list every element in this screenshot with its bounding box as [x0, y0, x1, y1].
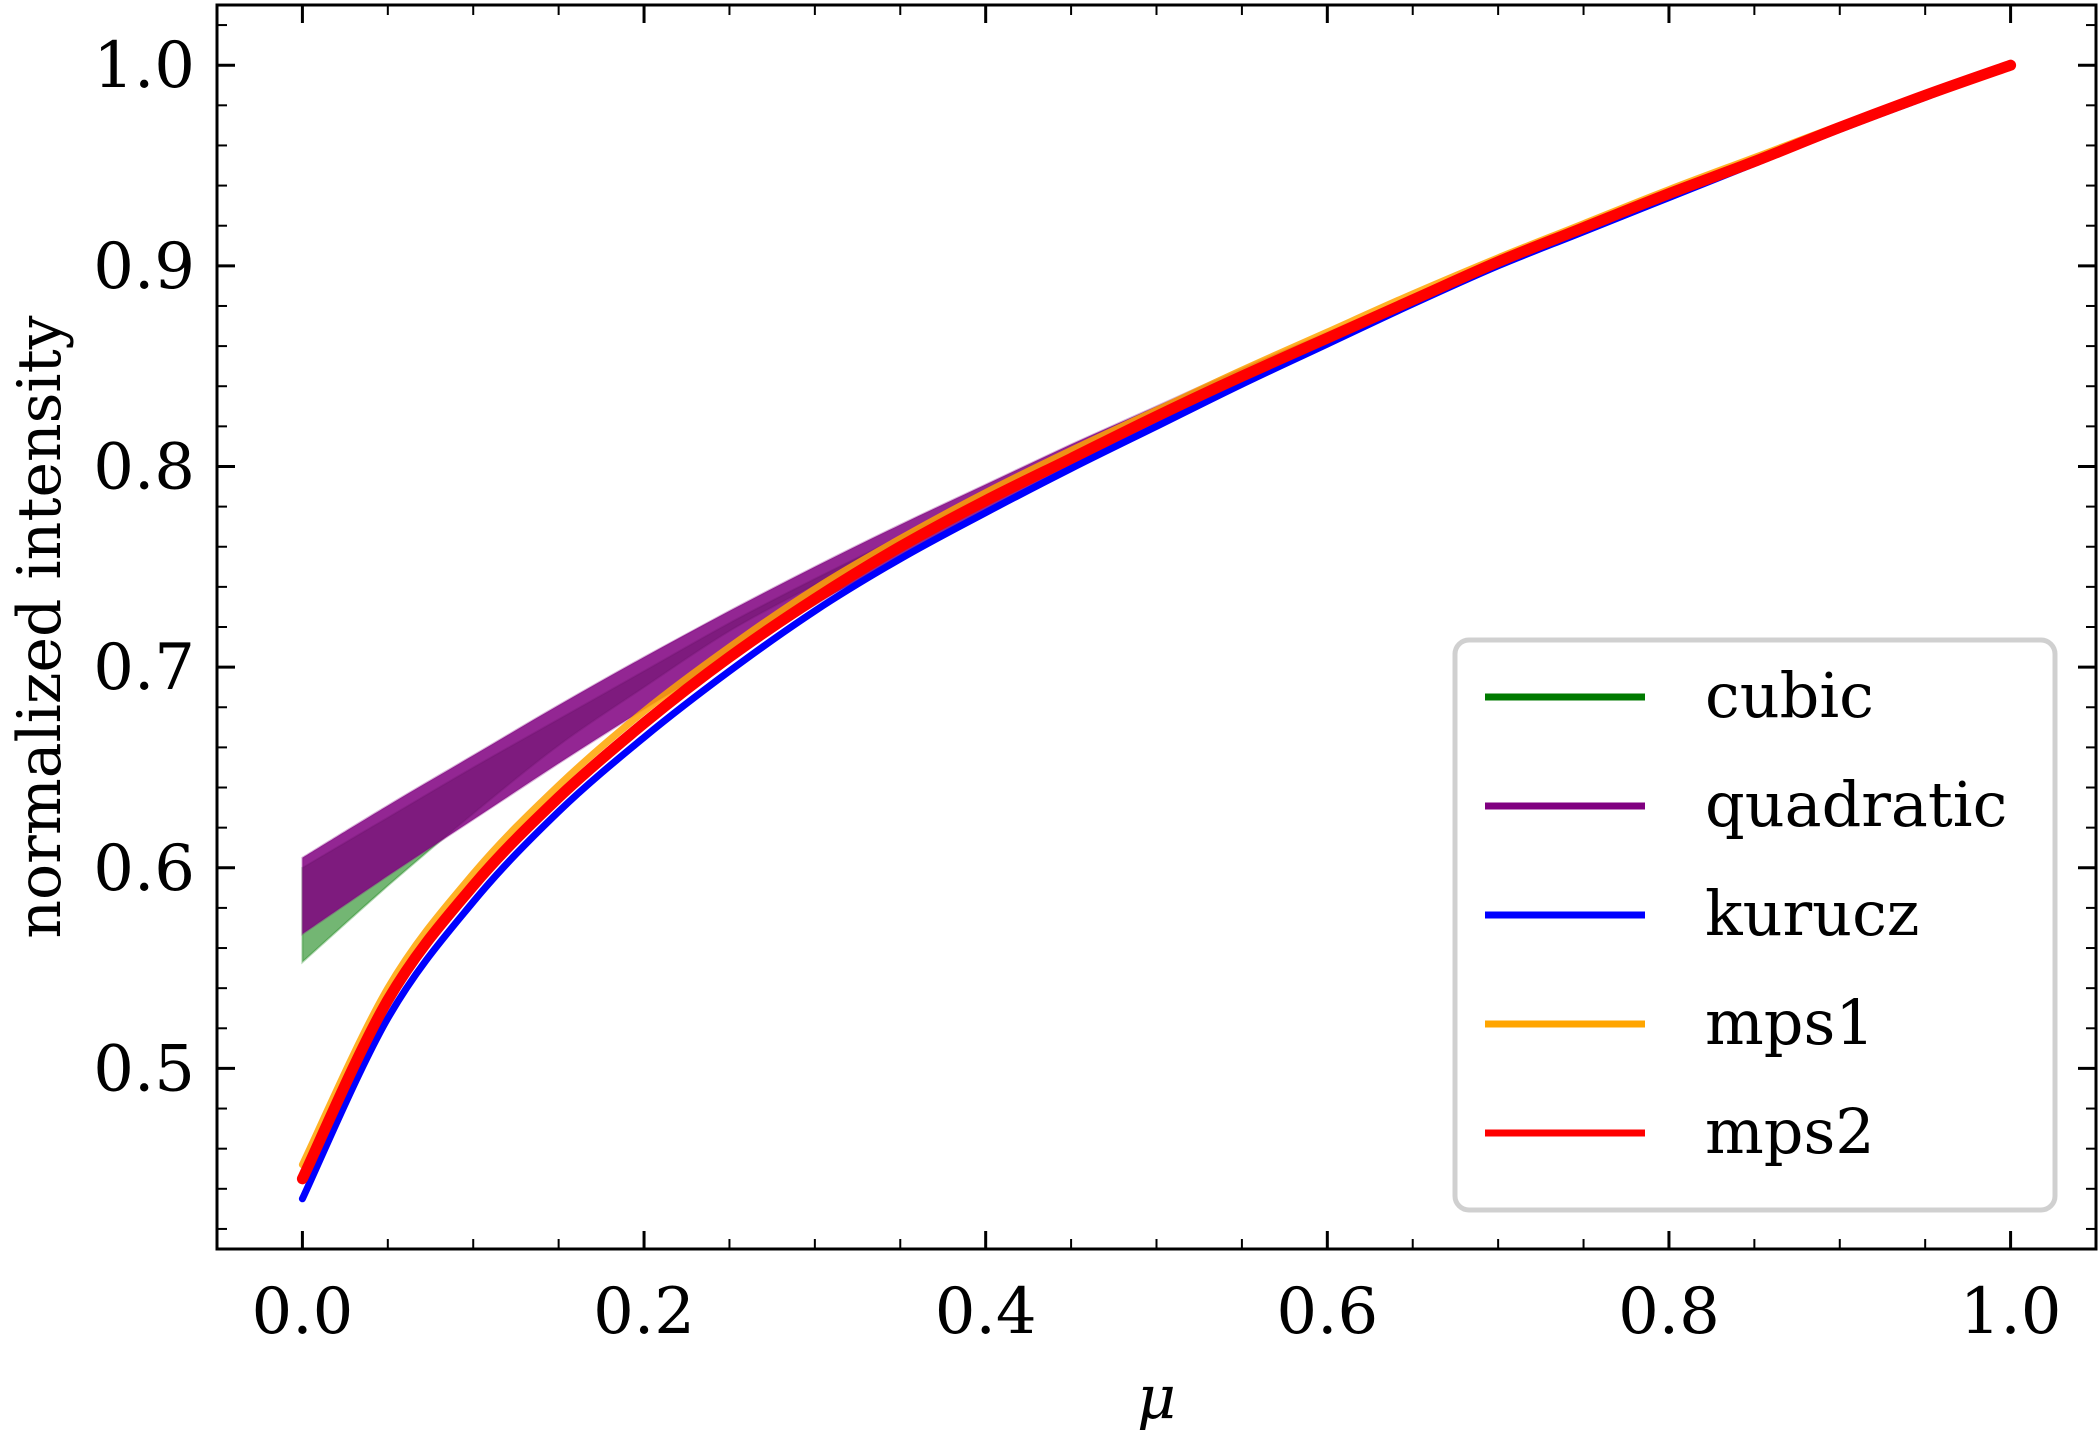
- legend-label-kurucz: kurucz: [1705, 877, 1919, 950]
- x-axis-label: μ: [1137, 1363, 1176, 1430]
- y-tick-label: 1.0: [93, 29, 195, 103]
- legend-label-mps1: mps1: [1705, 986, 1875, 1059]
- tick-labels: 0.0 0.2 0.4 0.6 0.8 1.0 0.5 0.6 0.7 0.8 0.9 1.0: [93, 29, 2061, 1349]
- y-tick-label: 0.7: [93, 631, 195, 705]
- line-mps2: [296, 59, 2017, 1185]
- axis-ticks: [216, 5, 2097, 1249]
- x-tick-label: 1.0: [1960, 1275, 2062, 1349]
- legend-box: [1452, 637, 2058, 1213]
- x-tick-label: 0.8: [1618, 1275, 1720, 1349]
- y-tick-label: 0.5: [93, 1032, 195, 1106]
- y-tick-label: 0.8: [93, 430, 195, 504]
- y-axis-label: normalized intensity: [5, 315, 75, 938]
- y-tick-label: 0.6: [93, 832, 195, 906]
- legend-label-mps2: mps2: [1705, 1095, 1875, 1168]
- x-tick-label: 0.4: [935, 1275, 1037, 1349]
- x-tick-label: 0.2: [593, 1275, 695, 1349]
- legend-label-cubic: cubic: [1705, 659, 1874, 732]
- x-tick-label: 0.6: [1276, 1275, 1378, 1349]
- plot-frame: [215, 3, 2098, 1251]
- y-tick-label: 0.9: [93, 230, 195, 304]
- legend-label-quadratic: quadratic: [1705, 768, 2007, 841]
- x-tick-label: 0.0: [252, 1275, 354, 1349]
- legend: cubic quadratic kurucz mps1 mps2: [1452, 637, 2058, 1213]
- series-lines: [296, 59, 2017, 1203]
